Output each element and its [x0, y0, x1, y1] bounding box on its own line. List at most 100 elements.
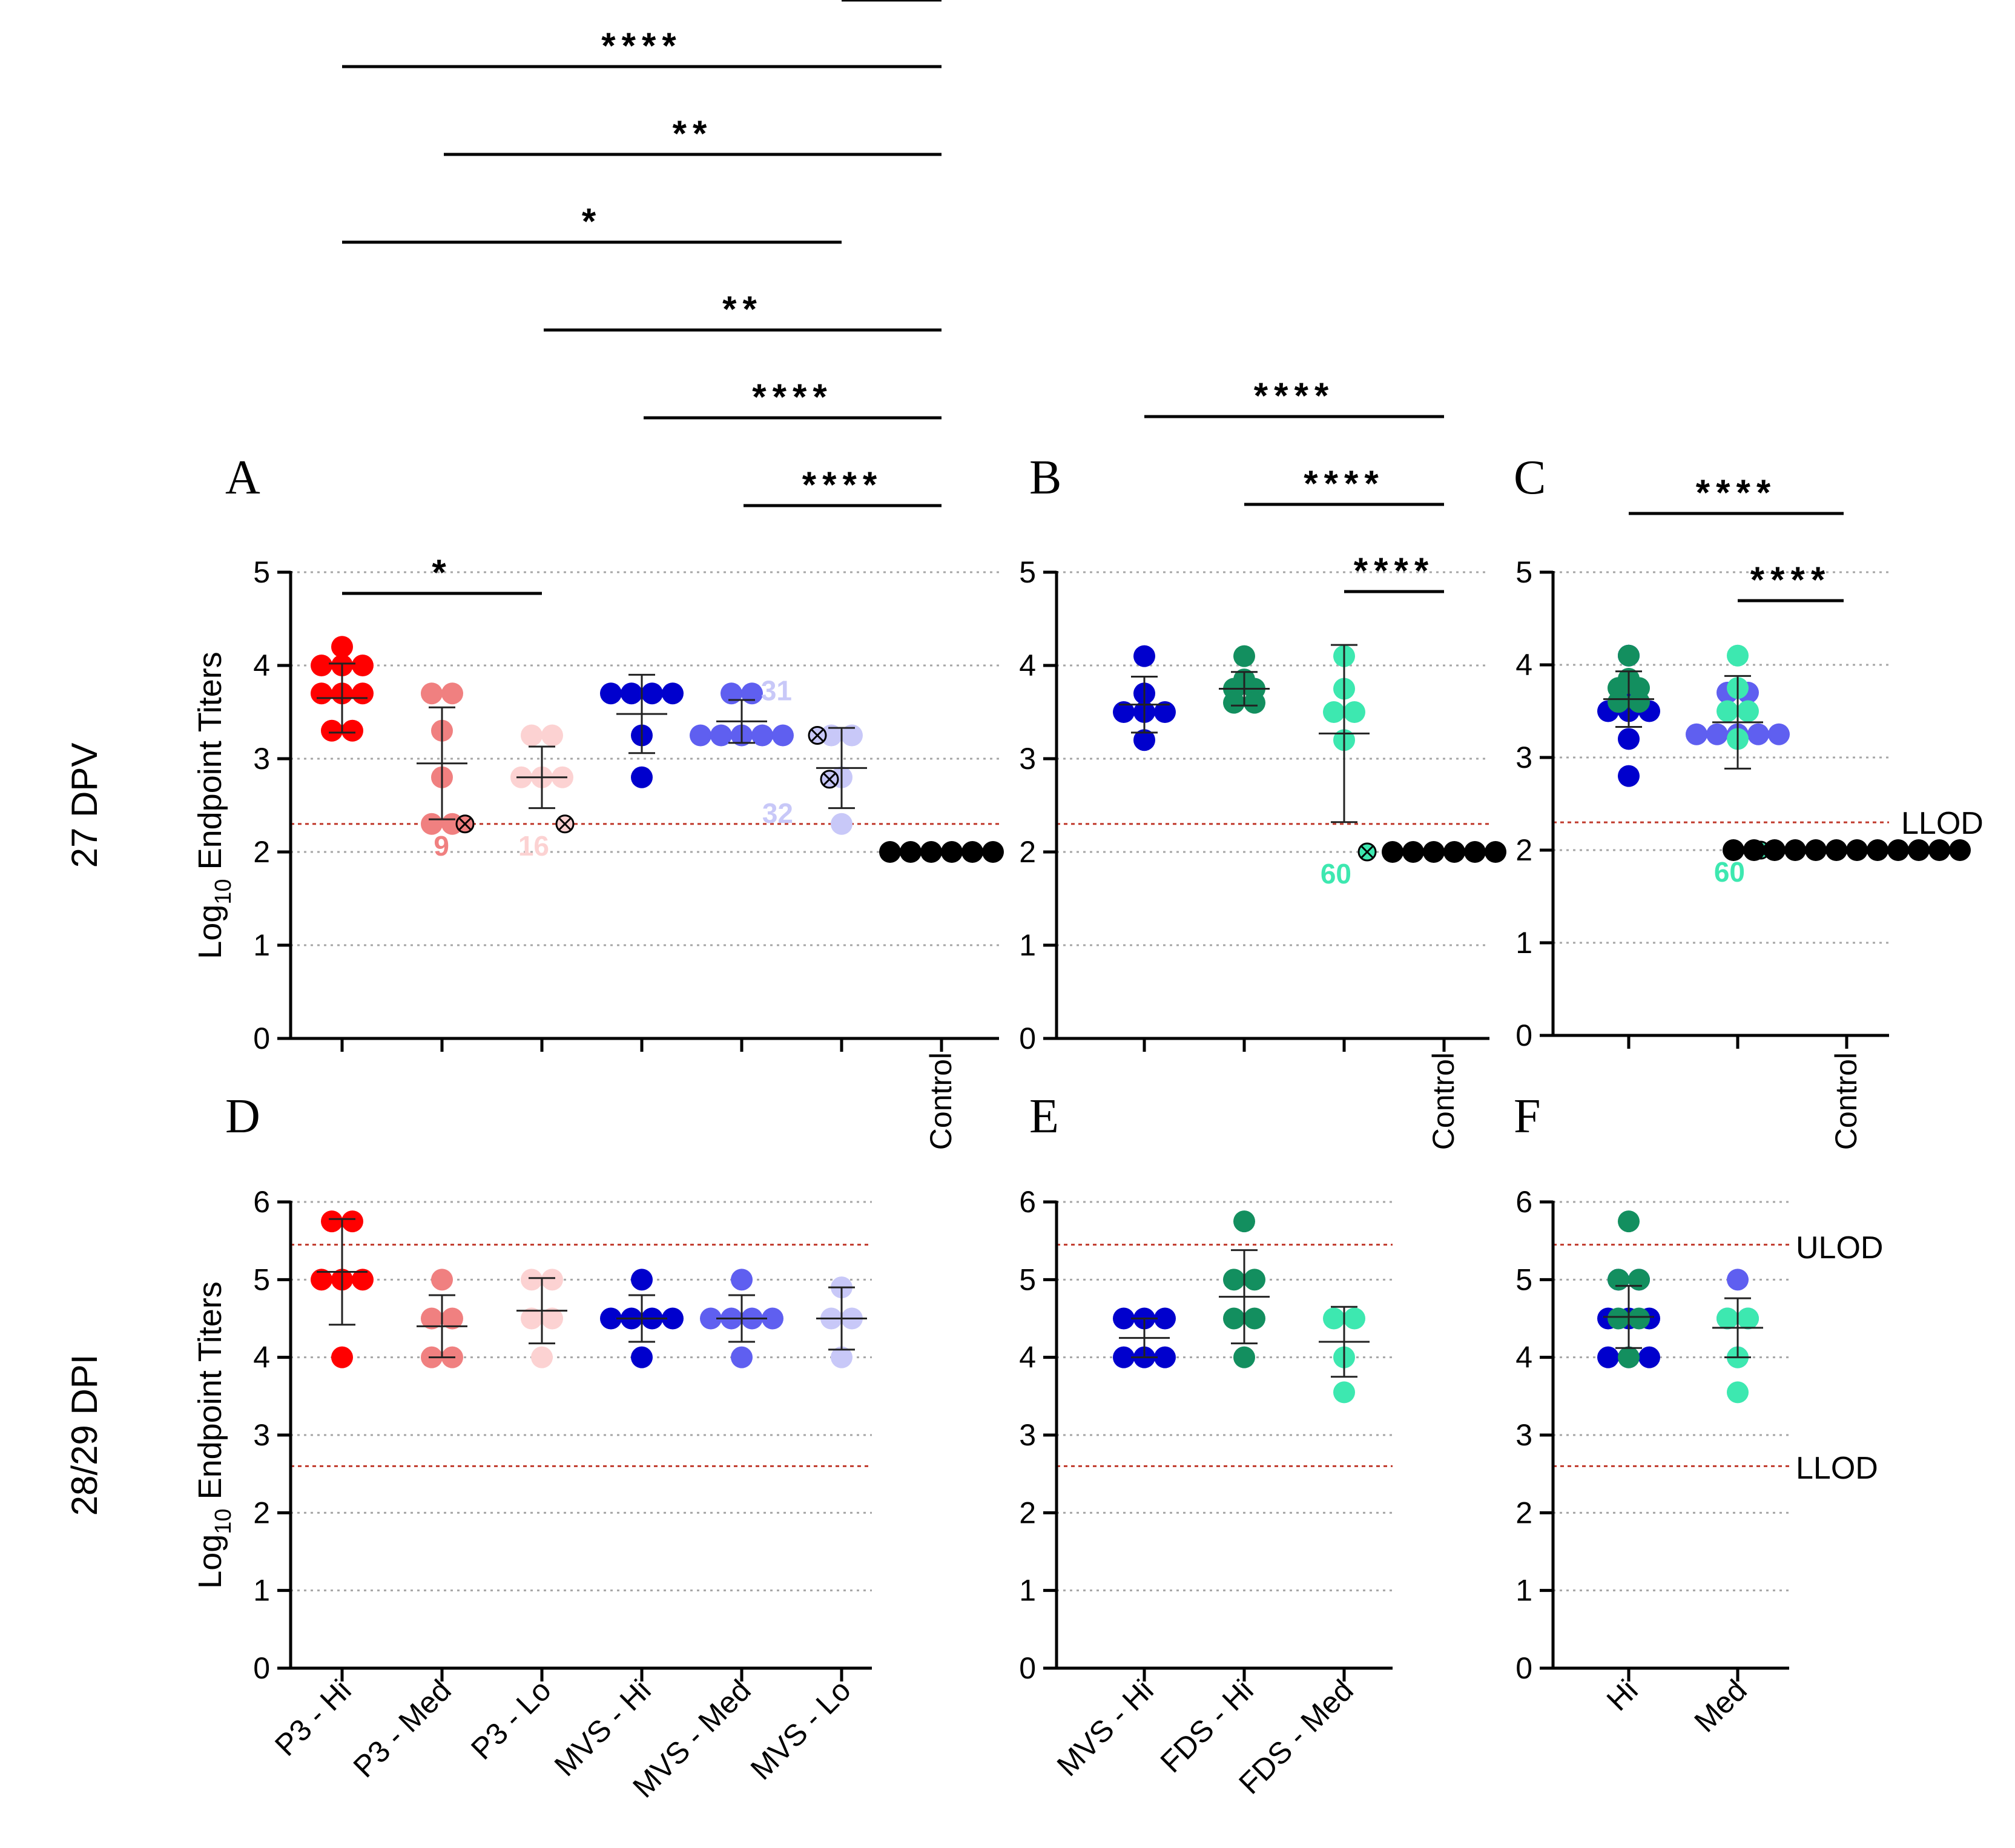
panel-c: C 0 1 2 3 4 5 Control 60 **** ****: [1514, 451, 1971, 1150]
data-point: [600, 1307, 622, 1330]
y-tick-label: 0: [1515, 1651, 1532, 1685]
y-tick-label: 5: [253, 1262, 270, 1296]
significance-stars: **: [722, 289, 763, 329]
significance-stars: ****: [1254, 375, 1334, 416]
data-point: [1628, 691, 1650, 713]
y-tick-label: 5: [1019, 555, 1036, 589]
data-point: [1727, 1381, 1749, 1404]
data-point: [421, 682, 443, 705]
data-point: [311, 682, 332, 705]
y-tick-label: 1: [253, 928, 270, 962]
significance-stars: ****: [601, 25, 682, 66]
y-tick-label: 0: [253, 1651, 270, 1685]
excluded-label: 31: [761, 675, 792, 707]
x-tick-label: MVS - Hi: [1050, 1673, 1160, 1783]
data-point: [900, 841, 922, 863]
data-point: [1443, 841, 1465, 863]
data-point: [1608, 691, 1629, 713]
excluded-label: 16: [518, 830, 549, 862]
y-axis-title-prefix: Log: [192, 905, 228, 959]
y-axis-title-suffix: Endpoint Titers: [192, 1281, 228, 1508]
panel-letter: E: [1029, 1090, 1059, 1143]
data-point: [1908, 839, 1930, 861]
data-point: [1113, 1307, 1135, 1330]
y-axis-title: Log10 Endpoint Titers: [192, 1281, 236, 1589]
y-tick-label: 5: [1019, 1262, 1036, 1296]
x-tick-label: FDS - Hi: [1154, 1673, 1260, 1779]
data-point: [521, 724, 542, 747]
y-tick-label: 0: [1019, 1021, 1036, 1055]
data-point: [1867, 839, 1888, 861]
excluded-mark: [823, 773, 836, 785]
data-point: [741, 682, 763, 705]
y-tick-label: 0: [1515, 1018, 1532, 1052]
panel-b: B 0 1 2 3 4 5 Control 60 **** **** ****: [1019, 375, 1506, 1150]
data-point: [731, 1269, 753, 1291]
y-tick-label: 4: [1515, 648, 1532, 682]
data-point: [631, 1269, 653, 1291]
x-tick-label: P3 - Hi: [268, 1673, 358, 1763]
significance-stars: *: [432, 552, 452, 593]
data-point: [521, 1269, 542, 1291]
x-tick-label: P3 - Med: [347, 1673, 458, 1784]
data-point: [1382, 841, 1403, 863]
significance-stars: ****: [752, 377, 833, 417]
data-point: [1743, 839, 1765, 861]
data-point: [662, 682, 684, 705]
data-point: [421, 1307, 443, 1330]
data-point: [1706, 723, 1728, 745]
y-tick-label: 6: [1019, 1185, 1036, 1219]
data-point: [982, 841, 1004, 863]
data-point: [721, 682, 742, 705]
data-point: [731, 1346, 753, 1368]
significance-stars: ****: [802, 464, 883, 505]
significance-stars: ****: [1696, 472, 1776, 513]
data-point: [1846, 839, 1868, 861]
data-point: [1233, 1210, 1255, 1233]
y-axis-title-suffix: Endpoint Titers: [192, 652, 228, 879]
data-point: [1723, 839, 1744, 861]
data-point: [441, 682, 463, 705]
data-point: [1485, 841, 1506, 863]
y-tick-label: 4: [1515, 1341, 1532, 1374]
data-point: [1113, 1346, 1135, 1368]
data-point: [311, 1269, 332, 1291]
data-point: [352, 682, 374, 705]
row-label-27-dpv: 27 DPV: [64, 743, 105, 868]
x-tick-label: P3 - Lo: [464, 1673, 558, 1766]
data-point: [700, 1307, 722, 1330]
y-tick-label: 3: [253, 1418, 270, 1452]
y-tick-label: 3: [1019, 1418, 1036, 1452]
data-point: [1747, 723, 1769, 745]
data-point: [631, 766, 653, 788]
data-point: [341, 1210, 363, 1233]
data-point: [1825, 839, 1847, 861]
data-point: [641, 682, 663, 705]
y-tick-label: 2: [253, 835, 270, 869]
data-point: [710, 724, 732, 747]
data-point: [1737, 700, 1759, 722]
excluded-mark: [558, 817, 572, 830]
data-point: [352, 655, 374, 676]
data-point: [961, 841, 983, 863]
data-point: [879, 841, 901, 863]
data-point: [600, 682, 622, 705]
data-point: [831, 813, 852, 835]
y-axis-title-prefix: Log: [192, 1534, 228, 1589]
significance-stars: ****: [1354, 550, 1434, 591]
data-point: [1402, 841, 1424, 863]
data-point: [1737, 1307, 1759, 1330]
y-tick-label: 1: [253, 1574, 270, 1608]
y-tick-label: 0: [253, 1021, 270, 1055]
y-axis-title-subscript: 10: [211, 879, 236, 904]
data-point: [1784, 839, 1806, 861]
y-tick-label: 5: [253, 555, 270, 589]
data-point: [1154, 1307, 1176, 1330]
panel-letter: B: [1029, 451, 1061, 504]
significance-stars: **: [673, 113, 713, 154]
significance-stars: **: [871, 0, 912, 8]
y-axis-title: Log10 Endpoint Titers: [192, 652, 236, 959]
data-point: [1618, 1210, 1640, 1233]
figure-layer: A012345Control9163132*******************…: [64, 0, 1984, 1804]
